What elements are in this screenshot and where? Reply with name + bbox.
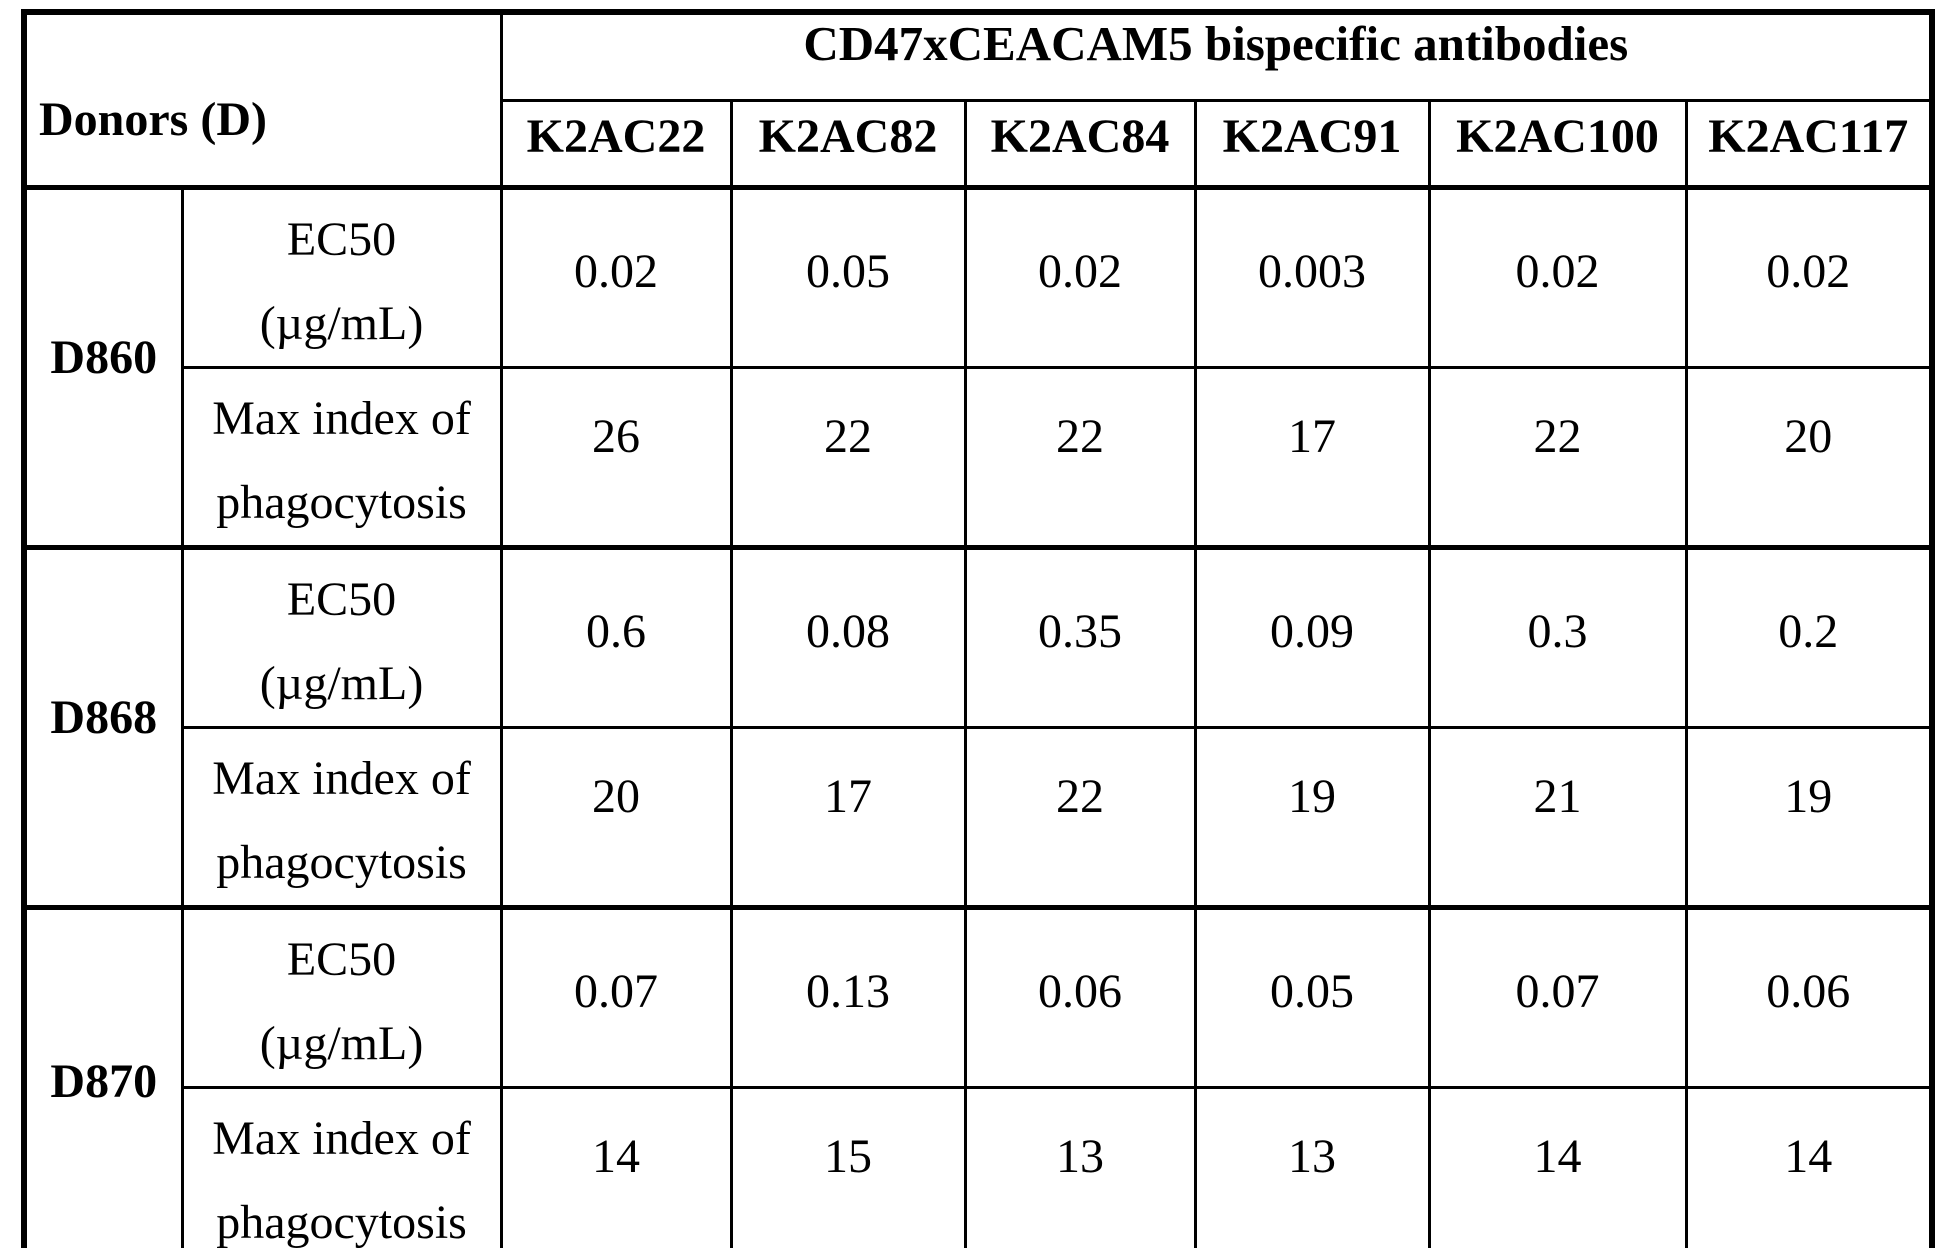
max-index-label-line2: phagocytosis	[216, 475, 467, 529]
donors-header-cell: Donors (D)	[22, 10, 503, 189]
bispecific-antibodies-header-cell: CD47xCEACAM5 bispecific antibodies	[499, 10, 1934, 102]
max-index-value-cell: 26	[499, 365, 733, 549]
antibody-header-k2ac117: K2AC117	[1684, 98, 1934, 189]
max-index-value-cell: 21	[1427, 725, 1688, 909]
donor-name-cell: D868	[22, 544, 184, 909]
ec50-label-cell: EC50 (µg/mL)	[180, 904, 503, 1089]
ec50-value-cell: 0.02	[1684, 184, 1934, 369]
max-index-label-cell: Max index of phagocytosis	[180, 1085, 503, 1248]
ec50-label-line1: EC50	[286, 572, 397, 626]
ec50-value-cell: 0.09	[1193, 544, 1431, 729]
max-index-value-cell: 14	[499, 1085, 733, 1248]
max-index-value-cell: 15	[729, 1085, 967, 1248]
max-index-value-cell: 13	[963, 1085, 1197, 1248]
antibody-header-k2ac100: K2AC100	[1427, 98, 1688, 189]
max-index-label-line2: phagocytosis	[216, 1195, 467, 1248]
ec50-value-cell: 0.13	[729, 904, 967, 1089]
ec50-value-cell: 0.02	[499, 184, 733, 369]
ec50-value-cell: 0.08	[729, 544, 967, 729]
antibody-header-k2ac82: K2AC82	[729, 98, 967, 189]
max-index-label-cell: Max index of phagocytosis	[180, 725, 503, 909]
donor-name-cell: D860	[22, 184, 184, 549]
ec50-value-cell: 0.6	[499, 544, 733, 729]
ec50-label-cell: EC50 (µg/mL)	[180, 184, 503, 369]
max-index-value-cell: 22	[963, 365, 1197, 549]
max-index-value-cell: 14	[1684, 1085, 1934, 1248]
ec50-value-cell: 0.06	[1684, 904, 1934, 1089]
max-index-value-cell: 20	[499, 725, 733, 909]
max-index-value-cell: 17	[1193, 365, 1431, 549]
antibody-header-k2ac84: K2AC84	[963, 98, 1197, 189]
max-index-value-cell: 20	[1684, 365, 1934, 549]
ec50-label-line1: EC50	[286, 932, 397, 986]
max-index-value-cell: 22	[729, 365, 967, 549]
bispecific-antibody-table: Donors (D) CD47xCEACAM5 bispecific antib…	[21, 9, 1936, 1248]
ec50-value-cell: 0.07	[499, 904, 733, 1089]
max-index-label-cell: Max index of phagocytosis	[180, 365, 503, 549]
donor-name-cell: D870	[22, 904, 184, 1248]
ec50-value-cell: 0.06	[963, 904, 1197, 1089]
ec50-value-cell: 0.05	[1193, 904, 1431, 1089]
max-index-value-cell: 13	[1193, 1085, 1431, 1248]
max-index-value-cell: 17	[729, 725, 967, 909]
ec50-value-cell: 0.35	[963, 544, 1197, 729]
ec50-label-line1: EC50	[286, 212, 397, 266]
max-index-label-line2: phagocytosis	[216, 835, 467, 889]
ec50-label-cell: EC50 (µg/mL)	[180, 544, 503, 729]
max-index-value-cell: 14	[1427, 1085, 1688, 1248]
antibody-header-k2ac22: K2AC22	[499, 98, 733, 189]
ec50-value-cell: 0.003	[1193, 184, 1431, 369]
max-index-value-cell: 22	[1427, 365, 1688, 549]
ec50-value-cell: 0.2	[1684, 544, 1934, 729]
max-index-value-cell: 19	[1193, 725, 1431, 909]
ec50-value-cell: 0.07	[1427, 904, 1688, 1089]
ec50-value-cell: 0.02	[963, 184, 1197, 369]
ec50-label-line2: (µg/mL)	[259, 1016, 424, 1070]
ec50-label-line2: (µg/mL)	[259, 296, 424, 350]
max-index-value-cell: 19	[1684, 725, 1934, 909]
max-index-label-line1: Max index of	[212, 751, 471, 805]
max-index-value-cell: 22	[963, 725, 1197, 909]
max-index-label-line1: Max index of	[212, 1111, 471, 1165]
max-index-label-line1: Max index of	[212, 391, 471, 445]
antibody-header-k2ac91: K2AC91	[1193, 98, 1431, 189]
ec50-value-cell: 0.3	[1427, 544, 1688, 729]
ec50-value-cell: 0.02	[1427, 184, 1688, 369]
ec50-value-cell: 0.05	[729, 184, 967, 369]
ec50-label-line2: (µg/mL)	[259, 656, 424, 710]
